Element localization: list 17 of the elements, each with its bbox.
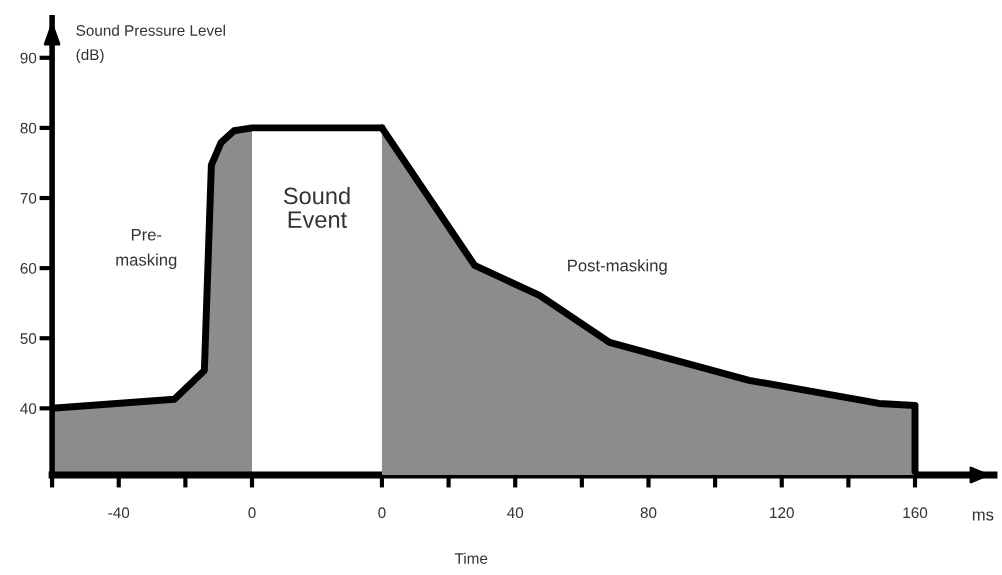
x2-tick-label: 40 [507, 507, 524, 519]
x-tick-label: -40 [108, 507, 130, 519]
annotation: Post-masking [568, 259, 667, 275]
text: ms [972, 511, 994, 521]
y-tick-label: 70 [20, 192, 37, 204]
y-tick-label: 50 [20, 333, 37, 344]
x2-tick-label: 80 [640, 507, 657, 519]
band-label: Sound Event [283, 186, 350, 229]
y-tick-label: 40 [20, 403, 37, 415]
x2-tick-label: 160 [903, 507, 928, 519]
y-tick-label: 90 [20, 52, 37, 64]
y-tick-label: 80 [20, 122, 37, 134]
x-axis-title: Time [454, 552, 488, 564]
annotation: Pre- masking [116, 228, 177, 270]
y-tick-label: 60 [20, 262, 37, 274]
x2-tick-label: 120 [770, 507, 794, 519]
y-axis-title: Sound Pressure Level (dB) [76, 24, 225, 64]
